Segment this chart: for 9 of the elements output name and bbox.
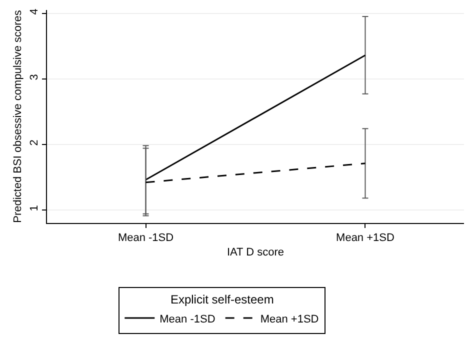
legend-label: Mean -1SD: [160, 313, 216, 326]
y-tick-label: 1: [28, 205, 41, 212]
y-tick-label: 4: [28, 8, 41, 15]
y-tick-label: 3: [28, 74, 41, 80]
legend-label: Mean +1SD: [260, 313, 319, 326]
y-axis-title: Predicted BSI obsessive compulsive scores: [12, 10, 24, 223]
x-axis-title: IAT D score: [226, 246, 284, 258]
y-tick-label: 2: [28, 140, 41, 146]
legend-title: Explicit self-esteem: [170, 292, 274, 306]
